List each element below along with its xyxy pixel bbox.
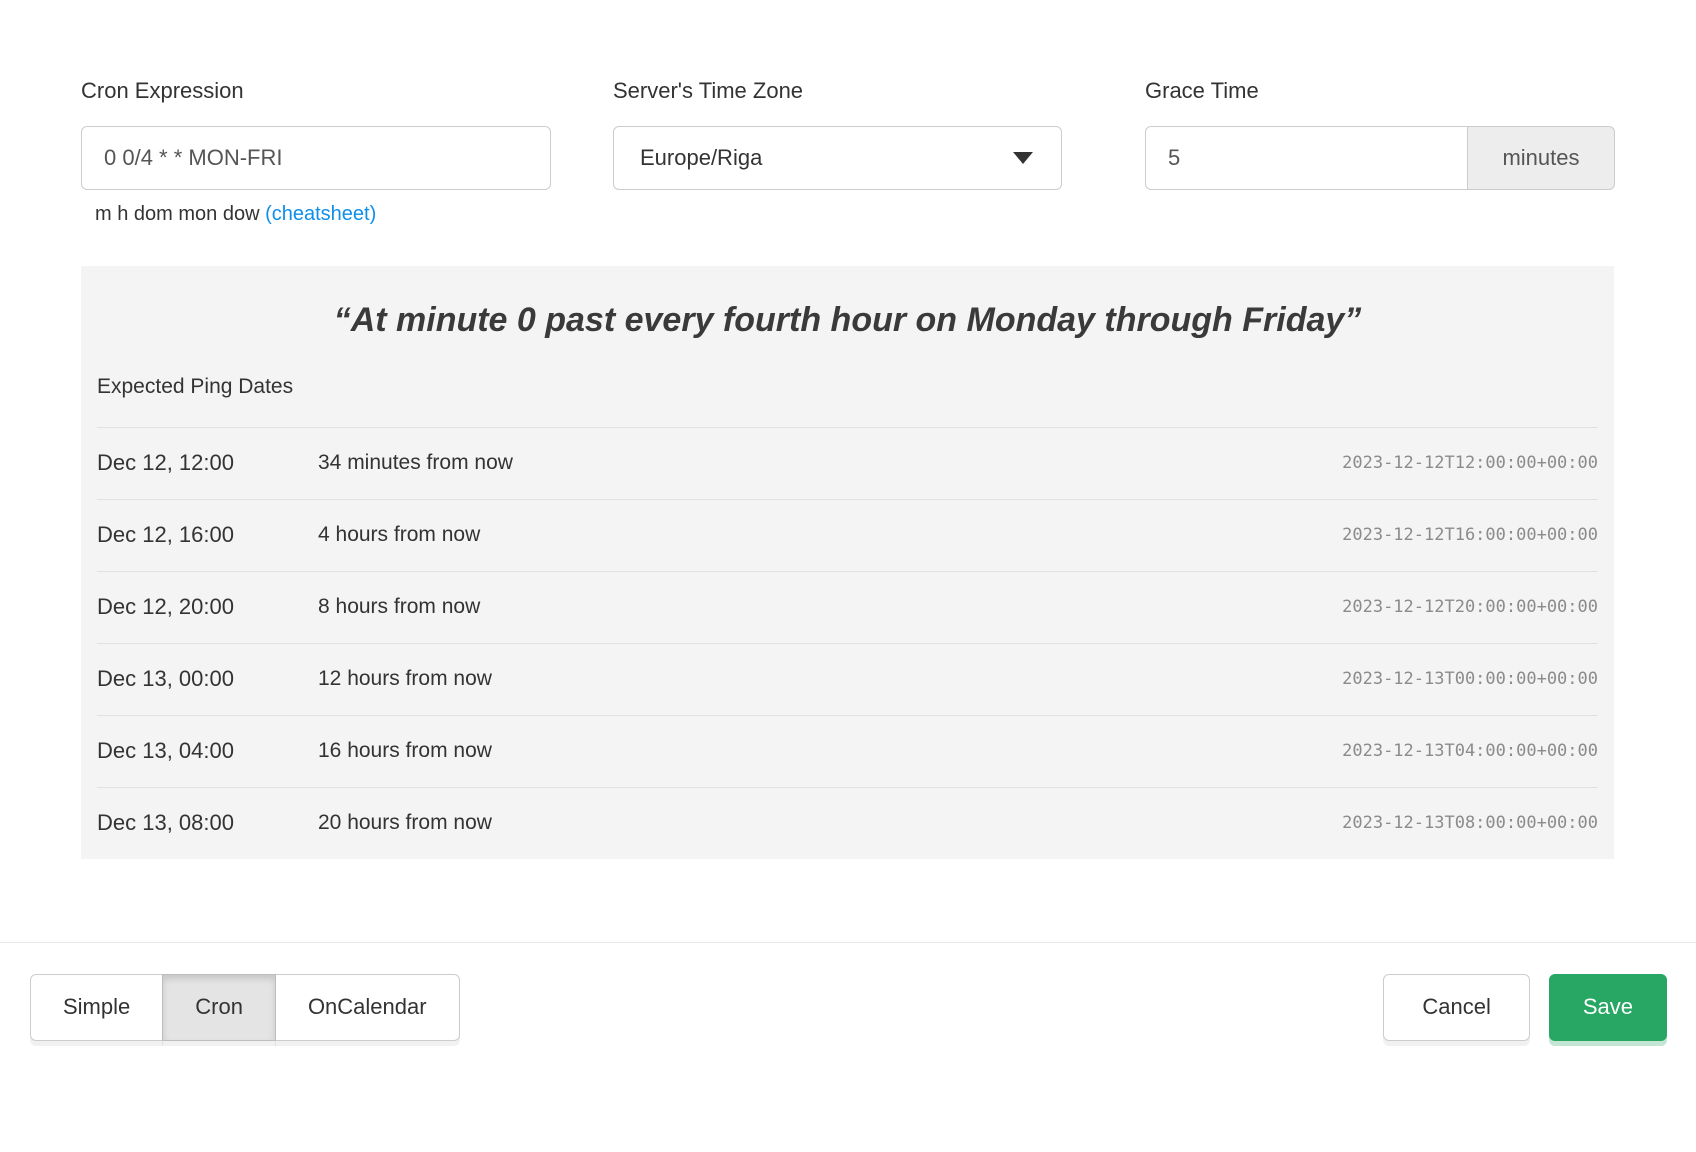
cron-field-order-hint: m h dom mon dow [95, 203, 260, 225]
ping-date-row: Dec 12, 16:00 4 hours from now 2023-12-1… [97, 498, 1598, 571]
footer-actions: Cancel Save [1383, 973, 1667, 1041]
mode-button-oncalendar[interactable]: OnCalendar [274, 973, 460, 1041]
grace-time-input-group: minutes [1145, 126, 1615, 190]
cron-preview-panel: “At minute 0 past every fourth hour on M… [81, 266, 1614, 859]
timezone-field-group: Server's Time Zone Europe/Riga [613, 80, 1062, 190]
ping-relative-time: 12 hours from now [318, 667, 492, 691]
ping-date-row: Dec 12, 12:00 34 minutes from now 2023-1… [97, 426, 1598, 499]
ping-relative-time: 16 hours from now [318, 739, 492, 763]
cron-expression-field-group: Cron Expression m h dom mon dow (cheatsh… [81, 80, 551, 226]
ping-relative-time: 34 minutes from now [318, 451, 513, 475]
ping-iso-timestamp: 2023-12-12T20:00:00+00:00 [1342, 597, 1598, 618]
ping-relative-time: 4 hours from now [318, 523, 481, 547]
timezone-selected-value: Europe/Riga [640, 145, 763, 170]
save-button[interactable]: Save [1548, 973, 1667, 1041]
chevron-down-icon [1013, 152, 1033, 164]
grace-time-label: Grace Time [1145, 78, 1259, 103]
cancel-button[interactable]: Cancel [1383, 973, 1530, 1041]
cron-expression-input[interactable] [81, 126, 551, 190]
ping-relative-time: 8 hours from now [318, 595, 481, 619]
cron-expression-label: Cron Expression [81, 78, 244, 103]
cheatsheet-link[interactable]: (cheatsheet) [265, 203, 377, 225]
ping-relative-time: 20 hours from now [318, 811, 492, 835]
timezone-label: Server's Time Zone [613, 78, 804, 103]
timezone-select[interactable]: Europe/Riga [613, 126, 1062, 190]
ping-iso-timestamp: 2023-12-12T16:00:00+00:00 [1342, 525, 1598, 546]
ping-date: Dec 13, 04:00 [97, 738, 234, 764]
mode-button-simple[interactable]: Simple [30, 973, 164, 1041]
mode-button-cron[interactable]: Cron [162, 973, 276, 1041]
grace-time-unit: minutes [1468, 126, 1615, 190]
ping-date-row: Dec 13, 04:00 16 hours from now 2023-12-… [97, 714, 1598, 787]
ping-iso-timestamp: 2023-12-13T00:00:00+00:00 [1342, 669, 1598, 690]
ping-date: Dec 12, 12:00 [97, 450, 234, 476]
expected-ping-dates-title: Expected Ping Dates [97, 374, 294, 398]
schedule-mode-switcher: Simple Cron OnCalendar [30, 973, 460, 1041]
ping-date: Dec 12, 16:00 [97, 522, 234, 548]
cron-description: “At minute 0 past every fourth hour on M… [333, 301, 1362, 339]
ping-iso-timestamp: 2023-12-13T08:00:00+00:00 [1342, 813, 1598, 834]
schedule-form: Cron Expression m h dom mon dow (cheatsh… [81, 80, 1696, 226]
ping-date: Dec 13, 08:00 [97, 810, 234, 836]
grace-time-field-group: Grace Time minutes [1145, 80, 1615, 190]
footer-divider [0, 941, 1696, 943]
dialog-footer: Simple Cron OnCalendar Cancel Save [30, 973, 1667, 1041]
ping-date-row: Dec 13, 00:00 12 hours from now 2023-12-… [97, 642, 1598, 715]
cron-helper-text: m h dom mon dow (cheatsheet) [95, 203, 551, 226]
ping-date: Dec 12, 20:00 [97, 594, 234, 620]
ping-iso-timestamp: 2023-12-13T04:00:00+00:00 [1342, 741, 1598, 762]
ping-iso-timestamp: 2023-12-12T12:00:00+00:00 [1342, 453, 1598, 474]
ping-date-row: Dec 13, 08:00 20 hours from now 2023-12-… [97, 786, 1598, 859]
ping-date: Dec 13, 00:00 [97, 666, 234, 692]
grace-time-input[interactable] [1145, 126, 1468, 190]
ping-date-row: Dec 12, 20:00 8 hours from now 2023-12-1… [97, 570, 1598, 643]
